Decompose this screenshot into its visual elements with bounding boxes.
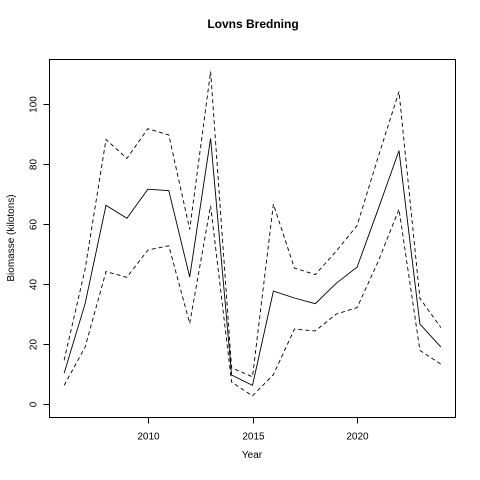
plot-frame — [49, 59, 456, 418]
series-line-lower-bound — [63, 205, 442, 397]
series-line-estimate — [63, 138, 442, 387]
x-tick-label: 2010 — [137, 432, 160, 443]
y-tick-label: 20 — [29, 339, 40, 351]
x-axis-ticks: 2010 2015 2020 — [137, 417, 369, 443]
y-tick-label: 0 — [29, 401, 40, 407]
y-tick-label: 60 — [29, 219, 40, 231]
y-tick-label: 100 — [29, 96, 40, 113]
y-tick-label: 40 — [29, 279, 40, 291]
x-tick-label: 2015 — [242, 432, 265, 443]
y-tick-label: 80 — [29, 159, 40, 171]
chart-title: Lovns Bredning — [207, 17, 298, 31]
x-axis-label: Year — [242, 450, 263, 461]
series-line-upper-bound — [63, 71, 442, 378]
y-axis-ticks: 0 20 40 60 80 100 — [29, 96, 50, 407]
series-lines — [63, 71, 442, 397]
x-tick-label: 2020 — [346, 432, 369, 443]
y-axis-label: Biomasse (kilotons) — [6, 194, 17, 281]
